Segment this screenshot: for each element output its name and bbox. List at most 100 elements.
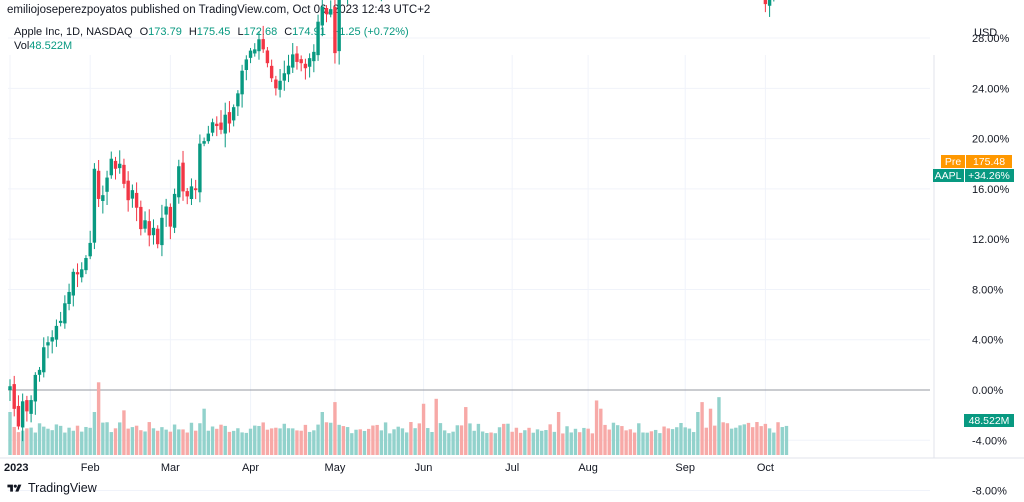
candle-body — [16, 405, 21, 427]
volume-bar — [628, 429, 633, 455]
candle-body — [156, 228, 160, 245]
candle-body — [25, 400, 29, 412]
close-label: C — [284, 26, 293, 38]
volume-value-badge — [964, 414, 1014, 427]
volume-bar — [92, 412, 97, 455]
candle-body — [257, 39, 261, 52]
volume-bar — [721, 422, 725, 455]
volume-bar — [746, 422, 751, 455]
volume-bar — [337, 424, 341, 455]
candle-body — [286, 65, 291, 75]
volume-bar — [96, 382, 101, 455]
volume-bar — [497, 427, 502, 455]
candle-body — [147, 221, 151, 236]
volume-bar — [510, 431, 514, 455]
volume-bar — [210, 426, 215, 455]
volume-bar — [413, 428, 417, 455]
change-value: +1.25 (+0.72%) — [332, 26, 409, 38]
candle-body — [215, 123, 219, 127]
volume-bar — [358, 429, 362, 455]
y-axis-tick-label: 8.00% — [972, 284, 1003, 296]
candle-body — [109, 158, 113, 176]
candle-body — [92, 168, 97, 243]
volume-bar — [67, 427, 71, 455]
volume-bar — [215, 428, 219, 455]
x-axis-label: Apr — [242, 462, 259, 474]
volume-bar — [489, 432, 493, 455]
volume-bar — [181, 429, 185, 455]
volume-bar — [725, 423, 730, 455]
candle-body — [37, 369, 42, 375]
volume-bar — [84, 426, 88, 455]
volume-bar — [624, 430, 628, 455]
volume-bar — [578, 432, 582, 455]
volume-bar — [426, 428, 430, 455]
volume-bar — [506, 423, 510, 455]
candle-body — [12, 384, 16, 409]
volume-bar — [185, 432, 189, 455]
candle-body — [307, 58, 312, 67]
volume-bar — [227, 431, 232, 455]
volume-bar — [261, 422, 265, 455]
volume-bar — [649, 431, 654, 455]
volume-bar — [105, 422, 109, 455]
volume-bar — [523, 430, 527, 455]
candle-body — [29, 400, 33, 414]
y-axis-tick-label: 24.00% — [972, 83, 1010, 95]
symbol-name[interactable]: Apple Inc, 1D, NASDAQ — [14, 26, 133, 38]
candle-body — [42, 347, 46, 373]
volume-bar — [548, 424, 552, 455]
candle-body — [324, 7, 329, 15]
volume-bar — [637, 423, 641, 455]
high-label: H — [188, 26, 197, 38]
open-label: O — [139, 26, 149, 38]
x-axis-label: 2023 — [4, 462, 28, 474]
volume-bar — [147, 422, 151, 455]
volume-bar — [594, 400, 599, 455]
y-axis-tick-label: 20.00% — [972, 134, 1010, 146]
volume-bar — [607, 429, 611, 455]
candle-body — [58, 320, 63, 323]
volume-bar — [675, 427, 679, 455]
volume-label[interactable]: Vol — [14, 40, 30, 52]
pre-market-value-badge — [966, 155, 1012, 168]
volume-bar — [582, 427, 586, 455]
candle-body — [20, 401, 25, 428]
volume-bar — [299, 430, 303, 455]
candle-body — [312, 51, 316, 62]
volume-bar — [421, 403, 426, 455]
volume-bar — [350, 433, 354, 455]
y-axis-tick-label: 12.00% — [972, 234, 1010, 246]
volume-bar — [265, 429, 270, 455]
volume-bar — [670, 429, 675, 455]
volume-bar — [687, 428, 692, 455]
volume-bar — [143, 431, 147, 455]
volume-bar — [244, 432, 249, 455]
y-axis-tick-label: 16.00% — [972, 184, 1010, 196]
candle-body — [50, 337, 54, 342]
volume-bar — [485, 433, 489, 455]
volume-bar — [438, 423, 443, 455]
volume-bar — [54, 424, 59, 455]
volume-bar — [156, 430, 160, 455]
volume-bar — [236, 428, 240, 455]
aapl-label-badge — [933, 169, 964, 182]
volume-bar — [109, 432, 113, 455]
volume-bar — [375, 424, 379, 455]
candle-body — [168, 206, 173, 227]
volume-bar — [75, 425, 80, 455]
volume-bar — [316, 424, 320, 455]
tradingview-brand: TradingView — [28, 481, 97, 495]
volume-bar — [101, 422, 105, 455]
volume-bar — [151, 428, 156, 455]
volume-bar — [354, 429, 358, 455]
candle-body — [274, 79, 278, 89]
volume-bar — [409, 422, 413, 455]
volume-bar — [25, 428, 29, 455]
y-axis-tick-label: 0.00% — [972, 385, 1003, 397]
tradingview-logo-icon — [7, 484, 22, 492]
volume-bar — [738, 425, 742, 455]
currency-label[interactable]: USD — [974, 27, 998, 39]
volume-bar — [502, 423, 506, 455]
